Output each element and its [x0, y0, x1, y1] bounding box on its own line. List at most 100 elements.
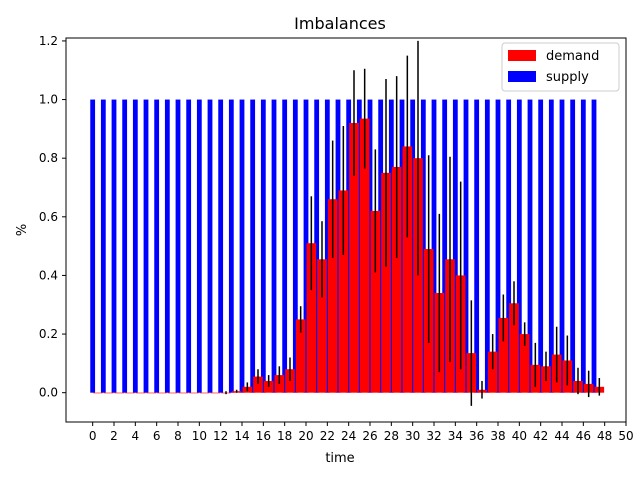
supply-bar: [100, 99, 106, 393]
plot-frame: [65, 37, 627, 423]
bars-layer: [90, 99, 605, 394]
demand-bar: [178, 392, 189, 394]
supply-bar: [378, 99, 384, 393]
x-tick-label: 22: [320, 429, 335, 443]
y-tick-label: 0.8: [39, 151, 58, 165]
legend-label-demand: demand: [546, 49, 599, 64]
y-tick-label: 0.0: [39, 386, 58, 400]
supply-bar: [250, 99, 256, 393]
supply-bar: [324, 99, 330, 393]
demand-bar: [306, 243, 317, 393]
supply-bar: [410, 99, 416, 393]
demand-bar: [125, 392, 135, 394]
x-tick-label: 30: [405, 429, 420, 443]
demand-bar: [103, 392, 114, 394]
x-tick-label: 0: [89, 429, 97, 443]
y-tick-label: 1.2: [39, 34, 58, 48]
x-tick-label: 34: [448, 429, 463, 443]
x-tick-label: 14: [234, 429, 249, 443]
supply-bar: [570, 99, 576, 393]
supply-bar: [143, 99, 149, 393]
x-tick-label: 50: [618, 429, 633, 443]
errorbars-layer: [225, 40, 601, 406]
demand-bar: [157, 392, 167, 394]
x-axis: 0 2 4 6 8 10 12 14 16 18 20 22 24 26 28 30 32 34 36 38 40 42 4…: [89, 422, 634, 443]
supply-bar: [122, 99, 128, 393]
x-tick-label: 36: [469, 429, 484, 443]
demand-bar: [114, 392, 125, 394]
demand-bar: [487, 351, 498, 393]
supply-bar: [506, 99, 512, 393]
x-tick-label: 24: [341, 429, 356, 443]
supply-bar: [463, 99, 469, 393]
supply-bar: [228, 99, 234, 393]
supply-bar: [314, 99, 320, 393]
supply-bar: [239, 99, 245, 393]
supply-bar: [260, 99, 266, 393]
supply-bar: [207, 99, 213, 393]
legend-label-supply: supply: [546, 70, 589, 85]
supply-bar: [559, 99, 565, 393]
x-tick-label: 48: [597, 429, 612, 443]
demand-bar: [327, 199, 338, 393]
x-tick-label: 4: [132, 429, 140, 443]
supply-bar: [90, 99, 96, 393]
x-tick-label: 38: [490, 429, 505, 443]
supply-bar: [452, 99, 458, 393]
supply-bar: [186, 99, 192, 393]
supply-bar: [292, 99, 298, 393]
demand-bar: [93, 392, 103, 394]
supply-bar: [495, 99, 501, 393]
legend-swatch-supply: [508, 71, 536, 82]
x-tick-label: 12: [213, 429, 228, 443]
demand-bar: [349, 123, 359, 393]
x-tick-label: 40: [512, 429, 527, 443]
supply-bar: [282, 99, 288, 393]
x-tick-label: 46: [576, 429, 591, 443]
demand-bar: [391, 166, 402, 393]
supply-bar: [580, 99, 586, 393]
demand-bar: [295, 319, 306, 393]
supply-bar: [399, 99, 405, 393]
legend: demand supply: [501, 42, 620, 92]
x-tick-label: 6: [153, 429, 161, 443]
chart-title: Imbalances: [294, 14, 386, 33]
supply-bar: [538, 99, 544, 393]
supply-bar: [420, 99, 426, 393]
supply-bar: [474, 99, 480, 393]
x-tick-label: 26: [362, 429, 377, 443]
supply-bar: [175, 99, 181, 393]
demand-bar: [210, 392, 221, 394]
supply-bar: [111, 99, 117, 393]
supply-bar: [132, 99, 138, 393]
y-axis-label: %: [15, 224, 30, 236]
supply-bar: [431, 99, 437, 393]
demand-bar: [317, 259, 327, 393]
y-tick-label: 0.4: [39, 268, 58, 282]
supply-bar: [154, 99, 160, 393]
supply-bar: [303, 99, 309, 393]
demand-bar: [167, 392, 178, 394]
demand-bar: [146, 392, 157, 394]
supply-bar: [335, 99, 341, 393]
x-tick-label: 8: [174, 429, 182, 443]
demand-bar: [253, 376, 263, 393]
y-tick-label: 1.0: [39, 93, 58, 107]
y-tick-label: 0.2: [39, 327, 58, 341]
supply-bar: [442, 99, 448, 393]
supply-bar: [218, 99, 224, 393]
demand-bar: [509, 303, 519, 393]
demand-bar: [519, 334, 530, 393]
demand-bar: [359, 118, 370, 393]
x-tick-label: 44: [554, 429, 569, 443]
demand-bar: [370, 210, 381, 393]
supply-bar: [484, 99, 490, 393]
supply-bar: [548, 99, 554, 393]
supply-bar: [346, 99, 352, 393]
y-tick-label: 0.6: [39, 210, 58, 224]
legend-swatch-demand: [508, 50, 536, 61]
supply-bar: [164, 99, 170, 393]
supply-bar: [356, 99, 362, 393]
demand-bar: [135, 392, 146, 394]
